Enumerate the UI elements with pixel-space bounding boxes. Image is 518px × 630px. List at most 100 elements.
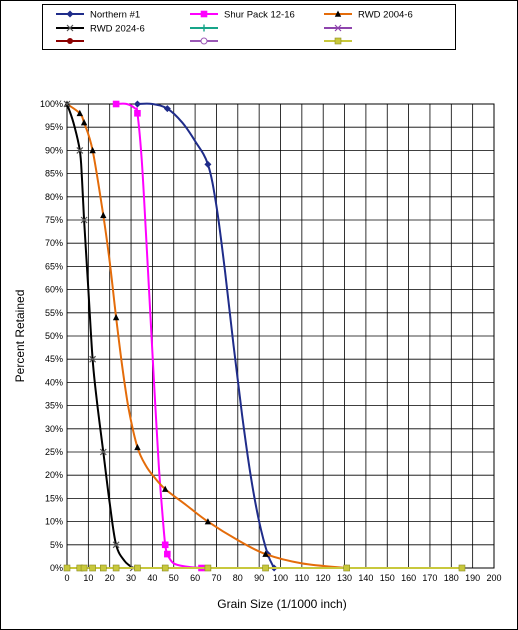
legend-marker bbox=[200, 10, 208, 18]
series-8 bbox=[63, 564, 466, 572]
y-axis-title: Percent Retained bbox=[13, 290, 27, 383]
data-point bbox=[262, 550, 269, 557]
data-point bbox=[76, 146, 84, 154]
y-tick-label: 55% bbox=[45, 308, 63, 318]
y-tick-label: 35% bbox=[45, 401, 63, 411]
data-point bbox=[262, 564, 269, 572]
y-tick-label: 10% bbox=[45, 517, 63, 527]
data-point bbox=[164, 550, 171, 558]
series-group bbox=[63, 100, 466, 572]
x-tick-label: 170 bbox=[422, 573, 437, 583]
data-point bbox=[343, 564, 350, 572]
data-point bbox=[63, 564, 71, 572]
data-point bbox=[80, 564, 88, 572]
data-point bbox=[99, 564, 107, 572]
y-tick-label: 40% bbox=[45, 377, 63, 387]
x-tick-label: 10 bbox=[83, 573, 93, 583]
x-tick-label: 50 bbox=[169, 573, 179, 583]
legend-label: RWD 2004-6 bbox=[358, 10, 413, 21]
x-tick-label: 70 bbox=[211, 573, 221, 583]
data-point bbox=[134, 109, 141, 117]
legend-item: RWD 2004-6 bbox=[324, 10, 413, 21]
x-tick-label: 110 bbox=[295, 573, 309, 583]
legend-marker bbox=[334, 10, 342, 17]
x-tick-label: 100 bbox=[273, 573, 288, 583]
legend-item bbox=[56, 38, 84, 44]
data-point bbox=[112, 564, 120, 572]
legend-marker bbox=[334, 37, 342, 45]
legend-marker bbox=[334, 24, 342, 32]
y-tick-label: 60% bbox=[45, 285, 63, 295]
legend-marker bbox=[66, 10, 74, 18]
legend-item: Shur Pack 12-16 bbox=[190, 10, 295, 21]
data-point bbox=[89, 564, 96, 572]
y-tick-label: 85% bbox=[45, 169, 63, 179]
y-tick-label: 75% bbox=[45, 215, 63, 225]
x-tick-label: 160 bbox=[401, 573, 416, 583]
y-tick-label: 15% bbox=[45, 493, 63, 503]
legend-marker bbox=[200, 37, 208, 45]
x-tick-label: 190 bbox=[465, 573, 480, 583]
legend: Northern #1 Shur Pack 12-16 RWD 2004-6 RWD … bbox=[56, 10, 413, 45]
x-tick-label: 80 bbox=[233, 573, 243, 583]
data-point bbox=[162, 485, 169, 492]
data-point bbox=[80, 119, 88, 126]
legend-item: RWD 2024-6 bbox=[56, 24, 145, 35]
y-tick-label: 30% bbox=[45, 424, 63, 434]
series-3 bbox=[63, 100, 137, 572]
data-point bbox=[204, 564, 212, 572]
y-tick-labels: 0% 5% 10% 15% 20% 25% 30% 35% 40% 45% 50% 55% 60% 65%… bbox=[40, 99, 63, 573]
data-point bbox=[63, 100, 71, 108]
x-tick-label: 90 bbox=[254, 573, 264, 583]
series-line bbox=[137, 102, 276, 569]
data-point bbox=[204, 518, 212, 525]
x-tick-label: 200 bbox=[486, 573, 501, 583]
legend-item bbox=[190, 37, 218, 45]
legend-item bbox=[190, 24, 218, 32]
data-point bbox=[112, 100, 120, 108]
data-point bbox=[134, 564, 141, 572]
x-tick-label: 150 bbox=[380, 573, 395, 583]
x-tick-label: 20 bbox=[105, 573, 115, 583]
data-point bbox=[161, 541, 169, 549]
y-tick-label: 25% bbox=[45, 447, 63, 457]
x-tick-label: 130 bbox=[337, 573, 352, 583]
data-point bbox=[80, 216, 88, 224]
x-tick-label: 60 bbox=[190, 573, 200, 583]
legend-box bbox=[42, 4, 456, 50]
data-point bbox=[89, 355, 97, 363]
x-tick-labels: 0 10 20 30 40 50 60 70 80 90 100 110 120 130 140 150 160… bbox=[64, 573, 501, 583]
data-point bbox=[76, 109, 84, 117]
data-point bbox=[112, 313, 120, 321]
data-point bbox=[204, 160, 212, 168]
legend-marker bbox=[67, 38, 73, 44]
y-tick-label: 65% bbox=[45, 261, 63, 271]
legend-item bbox=[324, 24, 352, 32]
y-tick-label: 95% bbox=[45, 122, 63, 132]
data-point bbox=[458, 564, 466, 572]
x-tick-label: 140 bbox=[358, 573, 373, 583]
data-point bbox=[112, 541, 120, 549]
y-tick-label: 70% bbox=[45, 238, 63, 248]
data-point bbox=[134, 443, 141, 451]
legend-label: Northern #1 bbox=[90, 10, 140, 21]
y-tick-label: 50% bbox=[45, 331, 63, 341]
x-tick-label: 120 bbox=[316, 573, 331, 583]
y-tick-label: 80% bbox=[45, 192, 63, 202]
x-tick-label: 30 bbox=[126, 573, 136, 583]
y-tick-label: 0% bbox=[50, 563, 63, 573]
y-tick-label: 90% bbox=[45, 145, 63, 155]
data-point bbox=[133, 100, 141, 108]
x-axis-title: Grain Size (1/1000 inch) bbox=[217, 597, 346, 611]
x-tick-label: 0 bbox=[64, 573, 69, 583]
data-point bbox=[163, 105, 171, 113]
data-point bbox=[99, 448, 107, 456]
legend-item bbox=[324, 37, 352, 45]
data-point bbox=[100, 211, 107, 219]
y-tick-label: 45% bbox=[45, 354, 63, 364]
grid bbox=[66, 103, 495, 569]
y-tick-label: 20% bbox=[45, 470, 63, 480]
legend-label: RWD 2024-6 bbox=[90, 24, 145, 35]
data-point bbox=[161, 564, 169, 572]
